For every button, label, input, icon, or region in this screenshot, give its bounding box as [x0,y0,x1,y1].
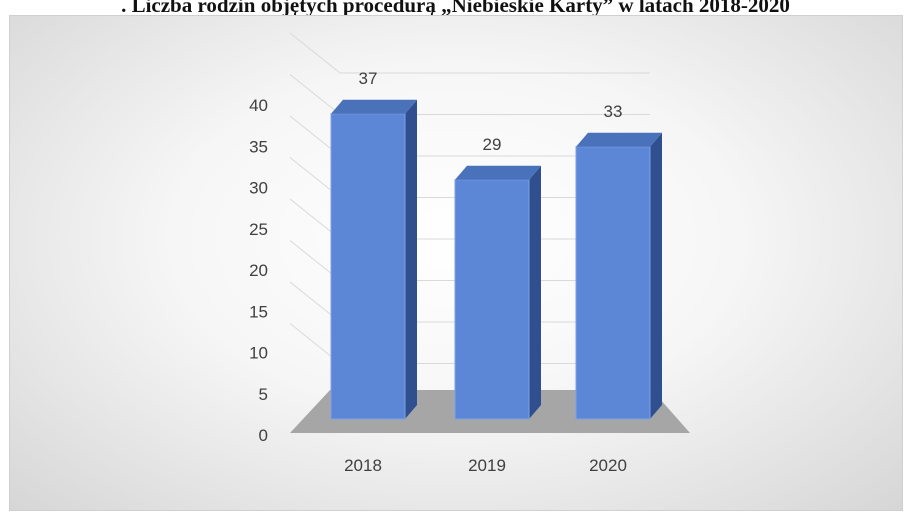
chart-title: . Liczba rodzin objętych procedurą „Nieb… [121,0,790,17]
bar [575,146,651,420]
data-labels: 37 29 33 [359,69,623,154]
y-axis-ticks: 0 5 10 15 20 25 30 35 40 [249,96,268,445]
bar [330,113,406,420]
bar-top [576,132,662,147]
x-tick-label: 2018 [344,456,382,475]
x-tick-label: 2020 [589,456,627,475]
y-tick-label: 25 [249,220,268,239]
y-tick-label: 35 [249,137,268,156]
bar-side [529,165,541,419]
data-label: 33 [604,102,623,121]
gridline-side [289,32,341,74]
y-tick-label: 40 [249,96,268,115]
gridline-side [289,74,341,115]
bar-top [455,165,541,180]
bar-top [331,99,417,114]
data-label: 29 [483,135,502,154]
y-tick-label: 0 [259,426,268,445]
bars [330,99,662,420]
y-tick-label: 30 [249,179,268,198]
x-axis-ticks: 2018 2019 2020 [344,456,627,475]
y-tick-label: 5 [259,385,268,404]
bar-side [650,132,662,419]
bar-side [405,99,417,419]
y-tick-label: 15 [249,302,268,321]
x-tick-label: 2019 [468,456,506,475]
data-label: 37 [359,69,378,88]
y-tick-label: 10 [249,344,268,363]
y-tick-label: 20 [249,261,268,280]
bar [454,179,530,420]
